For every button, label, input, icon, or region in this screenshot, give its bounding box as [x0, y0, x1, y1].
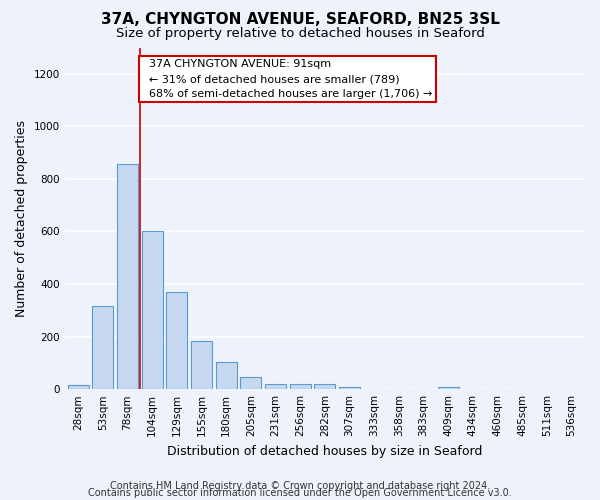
Text: Size of property relative to detached houses in Seaford: Size of property relative to detached ho… — [116, 28, 484, 40]
Text: 37A CHYNGTON AVENUE: 91sqm
  ← 31% of detached houses are smaller (789)
  68% of: 37A CHYNGTON AVENUE: 91sqm ← 31% of deta… — [142, 60, 433, 99]
Bar — [191, 340, 212, 389]
Bar — [142, 232, 163, 389]
Bar — [92, 306, 113, 389]
Bar — [437, 386, 458, 389]
Bar — [166, 292, 187, 389]
Text: Contains public sector information licensed under the Open Government Licence v3: Contains public sector information licen… — [88, 488, 512, 498]
Bar — [241, 378, 262, 389]
Bar — [68, 385, 89, 389]
Bar — [117, 164, 138, 389]
Text: Contains HM Land Registry data © Crown copyright and database right 2024.: Contains HM Land Registry data © Crown c… — [110, 481, 490, 491]
Bar — [339, 386, 360, 389]
X-axis label: Distribution of detached houses by size in Seaford: Distribution of detached houses by size … — [167, 444, 482, 458]
Bar — [314, 384, 335, 389]
Bar — [265, 384, 286, 389]
Bar — [216, 362, 236, 389]
Bar — [290, 384, 311, 389]
Y-axis label: Number of detached properties: Number of detached properties — [15, 120, 28, 317]
Text: 37A, CHYNGTON AVENUE, SEAFORD, BN25 3SL: 37A, CHYNGTON AVENUE, SEAFORD, BN25 3SL — [101, 12, 499, 28]
